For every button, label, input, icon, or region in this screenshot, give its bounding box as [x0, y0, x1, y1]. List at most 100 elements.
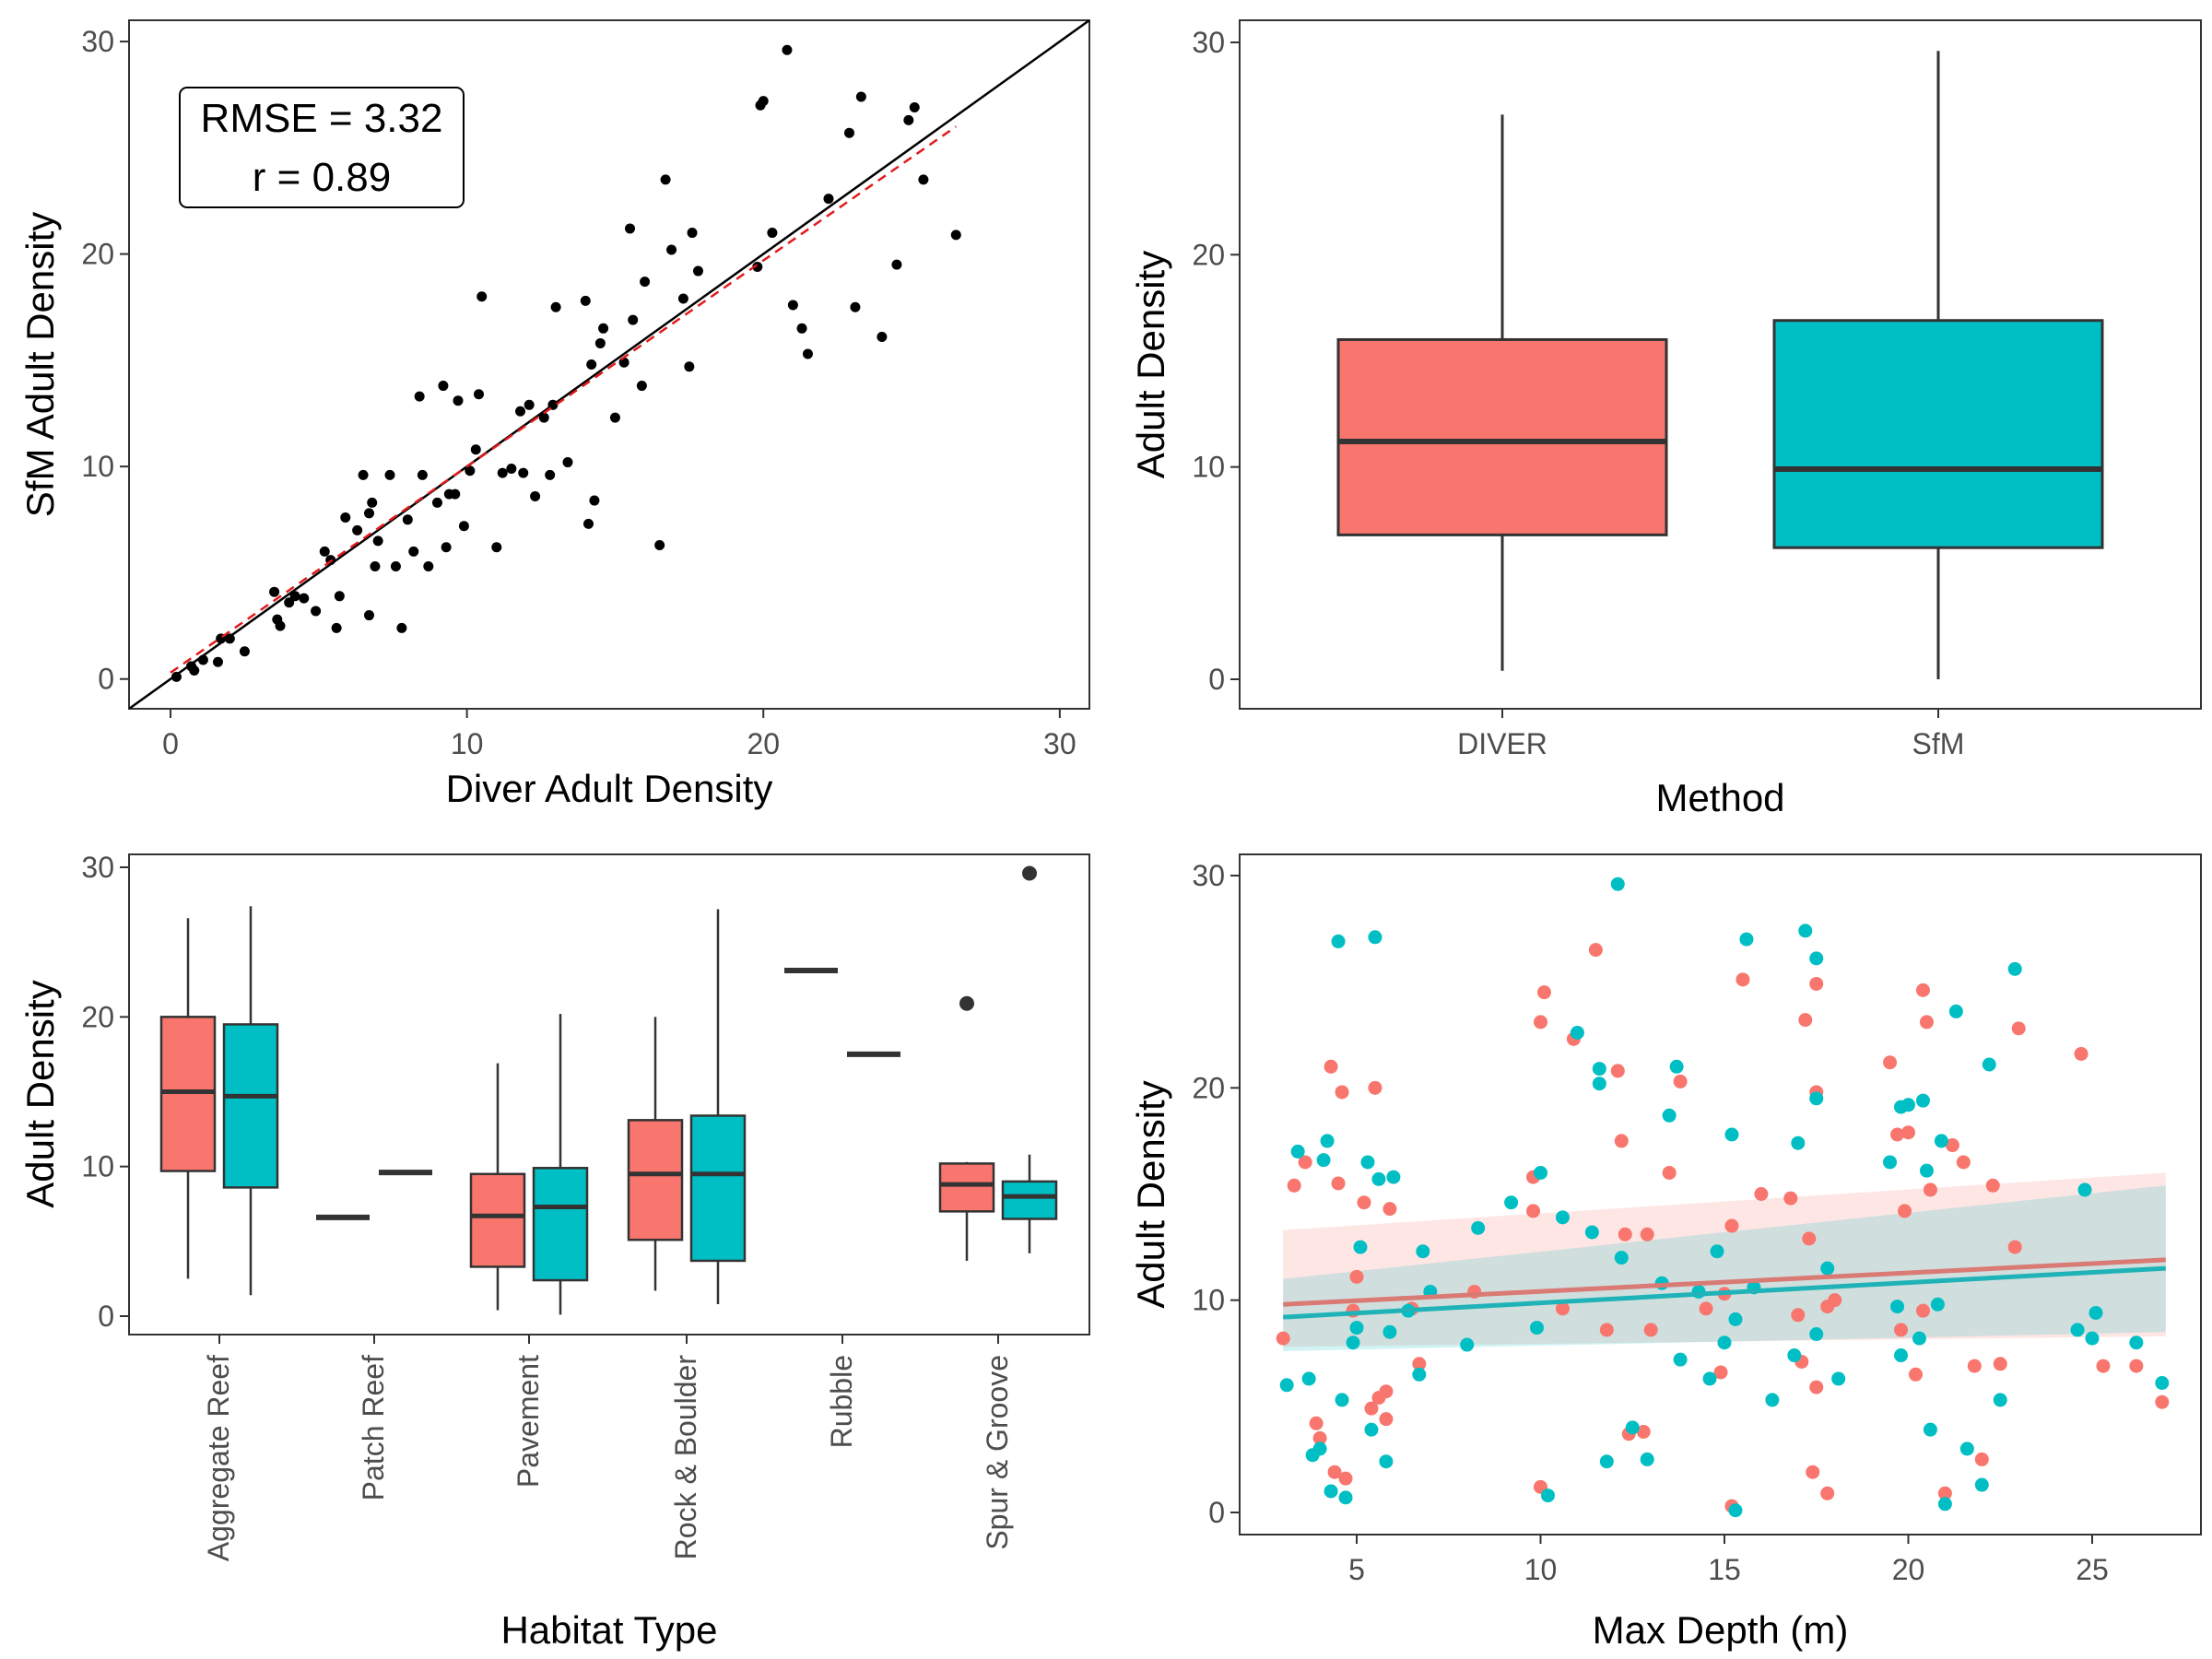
data-point	[1937, 1497, 1952, 1512]
panel-4-x-axis-title: Max Depth (m)	[1593, 1608, 1849, 1652]
data-point	[1915, 1093, 1930, 1108]
data-point	[1640, 1227, 1654, 1241]
data-point	[1923, 1182, 1937, 1197]
data-point	[530, 490, 541, 501]
data-point	[787, 300, 798, 311]
data-point	[1555, 1210, 1570, 1225]
box-sfm-5	[1001, 865, 1058, 1253]
data-point	[1610, 877, 1625, 891]
data-point	[1625, 1420, 1640, 1435]
x-tick-label: 20	[747, 727, 780, 760]
data-point	[1614, 1251, 1629, 1265]
data-point	[491, 542, 502, 553]
data-point	[2129, 1335, 2144, 1350]
data-point	[654, 539, 665, 550]
data-point	[1673, 1352, 1688, 1367]
data-point	[1643, 1323, 1658, 1337]
data-point	[1386, 1170, 1401, 1184]
data-point	[2088, 1305, 2103, 1320]
data-point	[1669, 1059, 1684, 1074]
data-point	[1967, 1359, 1982, 1373]
data-point	[1713, 1365, 1728, 1380]
data-point	[2155, 1375, 2170, 1390]
panel-2-y-axis-title: Adult Density	[1129, 251, 1172, 478]
data-point	[950, 229, 961, 241]
data-point	[1530, 1321, 1545, 1335]
data-point	[1346, 1335, 1360, 1350]
panel-2-frame	[1239, 19, 2202, 710]
x-tick-label: Rubble	[825, 1355, 858, 1448]
panel-4-frame	[1239, 853, 2202, 1535]
data-point	[1368, 1080, 1382, 1095]
series-sfm	[1279, 877, 2170, 1518]
data-point	[1809, 1091, 1824, 1106]
iqr-box	[469, 1172, 526, 1268]
data-point	[545, 469, 556, 480]
panel-1-plot	[171, 44, 961, 682]
data-point	[1699, 1301, 1713, 1316]
y-tick-label: 0	[1208, 1496, 1225, 1529]
data-point	[1901, 1125, 1915, 1140]
data-point	[1379, 1454, 1394, 1469]
data-point	[470, 444, 481, 455]
x-tick-label: Rock & Boulder	[669, 1355, 702, 1560]
regression-fit-line	[170, 125, 957, 674]
trend-line-diver	[1283, 1257, 2166, 1307]
data-point	[1279, 1378, 1294, 1393]
data-point	[1301, 1371, 1316, 1386]
data-point	[1919, 1163, 1934, 1178]
data-point	[1956, 1155, 1971, 1170]
data-point	[1360, 1155, 1375, 1170]
box-diver-0	[159, 918, 217, 1279]
data-point	[2070, 1323, 2085, 1337]
data-point	[609, 412, 620, 423]
data-point	[1959, 1441, 1974, 1456]
data-point	[384, 469, 395, 480]
iqr-box	[1336, 337, 1668, 536]
data-point	[1901, 1098, 1915, 1112]
data-point	[1312, 1441, 1327, 1456]
data-point	[1798, 1013, 1813, 1028]
rmse-label: RMSE = 3.32	[201, 96, 443, 141]
data-point	[524, 399, 535, 410]
box-sfm-2	[532, 1014, 589, 1315]
box-diver	[1336, 114, 1668, 671]
data-point	[239, 646, 250, 657]
y-tick-label: 0	[98, 663, 114, 696]
data-point	[909, 102, 920, 113]
data-point	[319, 546, 330, 557]
data-point	[1985, 1178, 2000, 1193]
data-point	[636, 381, 647, 392]
x-tick-label: Pavement	[512, 1355, 545, 1488]
data-point	[1599, 1454, 1614, 1469]
data-point	[414, 391, 425, 402]
data-point	[855, 91, 866, 102]
data-point	[1540, 1488, 1555, 1503]
data-point	[458, 521, 469, 532]
data-point	[515, 406, 526, 417]
confidence-band-sfm	[1283, 1185, 2166, 1351]
outlier-point	[1022, 865, 1037, 881]
data-point	[1820, 1486, 1835, 1500]
data-point	[1371, 1171, 1386, 1186]
data-point	[1934, 1134, 1948, 1148]
identity-line	[129, 20, 1089, 709]
data-point	[299, 593, 310, 604]
x-tick-label: 15	[1708, 1553, 1741, 1586]
data-point	[1993, 1393, 2007, 1407]
data-point	[594, 337, 606, 348]
data-point	[1536, 985, 1551, 1000]
data-point	[758, 96, 769, 107]
x-tick-label: Patch Reef	[357, 1355, 390, 1500]
data-point	[903, 114, 914, 125]
x-tick-label: 30	[1043, 727, 1077, 760]
data-point	[1379, 1384, 1394, 1399]
data-point	[1890, 1127, 1905, 1142]
data-point	[1412, 1357, 1427, 1371]
data-point	[269, 586, 280, 597]
data-point	[1710, 1244, 1724, 1259]
y-tick-label: 20	[81, 238, 114, 271]
data-point	[364, 610, 374, 621]
data-point	[1534, 1015, 1547, 1030]
data-point	[289, 591, 300, 602]
